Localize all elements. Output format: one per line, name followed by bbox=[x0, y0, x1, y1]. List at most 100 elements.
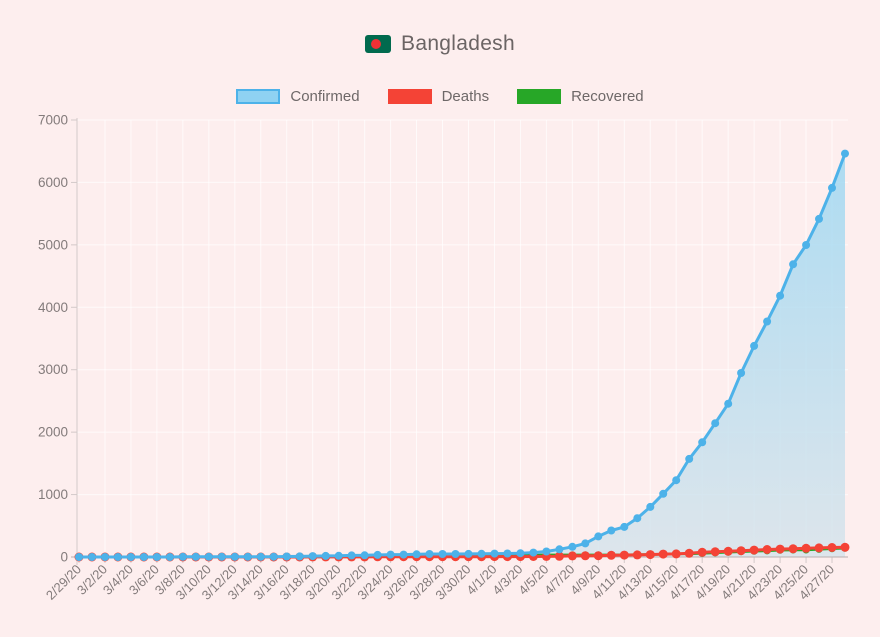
deaths-point bbox=[606, 550, 616, 560]
deaths-point bbox=[645, 550, 655, 560]
legend-label-deaths: Deaths bbox=[441, 88, 490, 105]
deaths-point bbox=[827, 543, 837, 552]
deaths-point bbox=[723, 546, 733, 556]
chart-title: Bangladesh bbox=[0, 32, 880, 56]
confirmed-point bbox=[490, 549, 499, 558]
confirmed-point bbox=[464, 549, 473, 558]
confirmed-point bbox=[126, 553, 135, 561]
confirmed-point bbox=[243, 552, 252, 561]
confirmed-point bbox=[685, 454, 694, 463]
confirmed-point bbox=[308, 552, 317, 561]
confirmed-point bbox=[841, 149, 849, 158]
y-tick-label: 2000 bbox=[38, 425, 68, 440]
confirmed-point bbox=[529, 548, 538, 557]
confirmed-point bbox=[516, 549, 525, 558]
confirmed-point bbox=[152, 553, 161, 561]
confirmed-point bbox=[815, 214, 823, 223]
confirmed-point bbox=[581, 539, 590, 548]
confirmed-point bbox=[646, 502, 655, 511]
deaths-point bbox=[762, 545, 772, 554]
y-tick-label: 3000 bbox=[38, 362, 68, 377]
chart-legend: Confirmed Deaths Recovered bbox=[0, 88, 880, 105]
deaths-point bbox=[619, 550, 629, 560]
deaths-point bbox=[840, 542, 850, 552]
y-axis-labels: 0 1000 2000 3000 4000 5000 6000 7000 bbox=[38, 113, 68, 565]
confirmed-point bbox=[776, 291, 785, 300]
x-axis-labels: 2/29/203/2/203/4/203/6/203/8/203/10/203/… bbox=[43, 562, 837, 603]
confirmed-point bbox=[672, 476, 681, 485]
confirmed-point bbox=[789, 260, 798, 269]
confirmed-point bbox=[633, 514, 642, 523]
confirmed-point bbox=[438, 550, 447, 558]
confirmed-point bbox=[139, 553, 148, 561]
confirmed-point bbox=[360, 551, 369, 560]
confirmed-point bbox=[542, 547, 551, 556]
confirmed-point bbox=[165, 553, 174, 561]
confirmed-point bbox=[594, 532, 603, 541]
confirmed-point bbox=[334, 551, 343, 560]
confirmed-point bbox=[230, 552, 239, 561]
confirmed-point bbox=[568, 542, 577, 551]
legend-item-deaths[interactable]: Deaths bbox=[387, 88, 490, 105]
confirmed-point bbox=[503, 549, 512, 558]
confirmed-point bbox=[386, 550, 395, 559]
deaths-point bbox=[580, 551, 590, 561]
confirmed-point bbox=[555, 545, 564, 554]
confirmed-point bbox=[477, 549, 486, 558]
confirmed-point bbox=[88, 553, 96, 561]
confirmed-point bbox=[373, 550, 382, 559]
flag-red-disc bbox=[371, 39, 382, 49]
legend-item-recovered[interactable]: Recovered bbox=[517, 88, 644, 105]
legend-item-confirmed[interactable]: Confirmed bbox=[236, 88, 360, 105]
confirmed-point bbox=[113, 553, 122, 561]
confirmed-point bbox=[828, 183, 836, 192]
deaths-point bbox=[658, 549, 668, 559]
confirmed-point bbox=[101, 553, 109, 561]
confirmed-point bbox=[347, 551, 356, 560]
confirmed-point bbox=[217, 552, 226, 561]
confirmed-point bbox=[282, 552, 291, 561]
confirmed-point bbox=[191, 552, 200, 561]
confirmed-point bbox=[269, 552, 278, 561]
chart-title-text: Bangladesh bbox=[401, 32, 515, 55]
deaths-point bbox=[632, 550, 642, 560]
confirmed-point bbox=[178, 552, 187, 561]
confirmed-series bbox=[75, 149, 849, 561]
confirmed-point bbox=[204, 552, 213, 561]
y-tick-label: 6000 bbox=[38, 175, 68, 190]
deaths-point bbox=[749, 545, 759, 555]
confirmed-point bbox=[750, 341, 759, 350]
confirmed-point bbox=[75, 553, 83, 561]
legend-label-recovered: Recovered bbox=[571, 88, 644, 105]
bangladesh-flag-icon bbox=[365, 35, 392, 53]
y-tick-label: 1000 bbox=[38, 487, 68, 502]
deaths-point bbox=[710, 547, 720, 557]
confirmed-point bbox=[295, 552, 304, 561]
deaths-point bbox=[593, 551, 603, 561]
confirmed-point bbox=[425, 550, 434, 558]
y-tick-label: 7000 bbox=[38, 113, 68, 128]
confirmed-point bbox=[711, 419, 720, 428]
y-tick-label: 4000 bbox=[38, 300, 68, 315]
confirmed-point bbox=[607, 526, 616, 535]
confirmed-point bbox=[256, 552, 265, 561]
deaths-swatch bbox=[387, 89, 432, 104]
deaths-point bbox=[788, 544, 798, 554]
deaths-point bbox=[554, 551, 564, 561]
deaths-point bbox=[671, 549, 681, 559]
deaths-point bbox=[697, 547, 707, 557]
deaths-point bbox=[814, 543, 824, 553]
confirmed-point bbox=[763, 317, 772, 326]
confirmed-swatch bbox=[236, 89, 281, 104]
confirmed-point bbox=[659, 489, 668, 498]
confirmed-area bbox=[79, 153, 845, 557]
y-tick-label: 5000 bbox=[38, 237, 68, 252]
confirmed-point bbox=[724, 399, 733, 408]
confirmed-point bbox=[451, 550, 460, 558]
confirmed-point bbox=[698, 438, 707, 447]
confirmed-point bbox=[737, 369, 746, 377]
confirmed-point bbox=[321, 551, 330, 560]
confirmed-point bbox=[412, 550, 421, 559]
deaths-point bbox=[684, 548, 694, 558]
